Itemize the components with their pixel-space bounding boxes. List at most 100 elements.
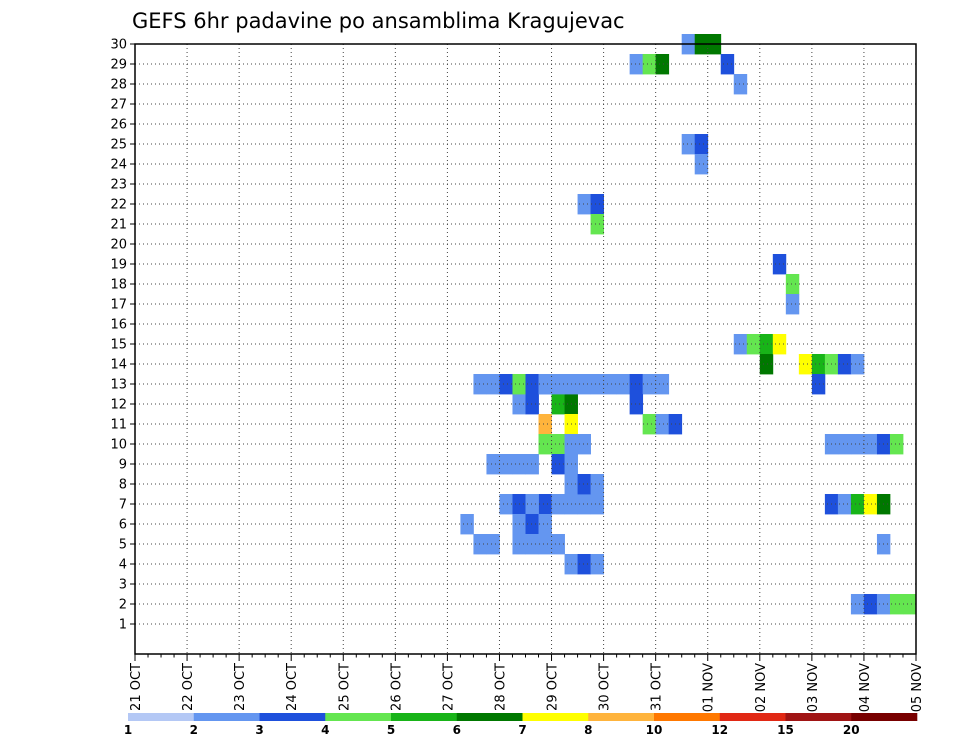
heatmap-cell — [694, 154, 709, 175]
legend-swatch — [391, 713, 458, 721]
y-tick-label: 6 — [119, 518, 127, 533]
chart-title: GEFS 6hr padavine po ansamblima Kragujev… — [132, 9, 625, 33]
heatmap-cell — [525, 494, 539, 515]
legend-label: 5 — [387, 723, 395, 737]
legend-label: 6 — [453, 723, 461, 737]
legend-swatch — [654, 713, 721, 721]
heatmap-cell — [551, 494, 565, 515]
heatmap-cell — [811, 354, 826, 375]
y-axis: 1234567891011121314151617181920212223242… — [110, 38, 135, 633]
heatmap-cell — [863, 434, 878, 455]
heatmap-cell — [577, 474, 591, 495]
heatmap-cell — [629, 374, 644, 395]
heatmap-cell — [850, 434, 865, 455]
heatmap-cell — [850, 494, 865, 515]
heatmap-cell — [642, 374, 657, 395]
heatmap-cell — [811, 374, 826, 395]
plot-frame — [134, 43, 917, 655]
heatmap-cell — [642, 54, 657, 75]
heatmap-cell — [551, 394, 565, 415]
heatmap-cell — [486, 454, 500, 475]
x-tick-label: 28 OCT — [493, 663, 508, 711]
legend-label: 10 — [646, 723, 663, 737]
heatmap-cell — [759, 334, 774, 355]
heatmap-cell — [681, 134, 696, 155]
legend-label: 20 — [843, 723, 860, 737]
x-tick-label: 03 NOV — [806, 663, 821, 712]
x-tick-label: 01 NOV — [702, 663, 717, 712]
heatmap-cell — [798, 354, 813, 375]
heatmap-cell — [499, 494, 513, 515]
heatmap-cell — [837, 354, 852, 375]
x-tick-label: 23 OCT — [233, 663, 248, 711]
heatmap-cell — [538, 494, 552, 515]
heatmap-cell — [655, 54, 670, 75]
heatmap-cell — [655, 374, 670, 395]
heatmap-cell — [473, 374, 487, 395]
legend-swatch — [193, 713, 260, 721]
heatmap-cell — [551, 534, 565, 555]
heatmap-cell — [577, 434, 591, 455]
heatmap-cell — [538, 414, 552, 435]
legend-label: 15 — [777, 723, 794, 737]
heatmap-cell — [889, 594, 904, 615]
x-tick-label: 24 OCT — [285, 663, 300, 711]
x-axis: 21 OCT 22 OCT 23 OCT 24 OCT 25 OCT 26 OCT 27 O… — [129, 654, 925, 712]
legend-swatch — [456, 713, 523, 721]
heatmap-cell — [850, 594, 865, 615]
y-tick-label: 15 — [110, 338, 127, 353]
y-tick-label: 27 — [110, 98, 127, 113]
heatmap-cell — [590, 194, 604, 215]
gridlines — [135, 43, 916, 654]
heatmap-cell — [590, 554, 604, 575]
heatmap-cell — [525, 374, 539, 395]
x-tick-label: 31 OCT — [650, 663, 665, 711]
heatmap-cell — [577, 374, 591, 395]
legend-swatch — [325, 713, 392, 721]
heatmap-cell — [837, 434, 852, 455]
heatmap-cell — [863, 494, 878, 515]
y-tick-label: 11 — [110, 418, 127, 433]
heatmap-cell — [577, 494, 591, 515]
heatmap-cell — [629, 54, 644, 75]
heatmap-cell — [525, 454, 539, 475]
legend-label: 1 — [124, 723, 132, 737]
heatmap-cell — [850, 354, 865, 375]
color-legend: 1 2 3 4 5 6 7 8 10 12 15 20 — [124, 713, 918, 737]
x-tick-label: 25 OCT — [337, 663, 352, 711]
heatmap-cell — [655, 414, 670, 435]
heatmap-cell — [603, 374, 618, 395]
heatmap-cell — [525, 394, 539, 415]
y-tick-label: 12 — [110, 398, 127, 413]
heatmap-cell — [538, 534, 552, 555]
heatmap-cell — [499, 374, 513, 395]
heatmap-cell — [551, 454, 565, 475]
heatmap-cell — [590, 214, 604, 235]
y-tick-label: 3 — [119, 578, 127, 593]
x-tick-label: 22 OCT — [181, 663, 196, 711]
y-tick-label: 19 — [110, 258, 127, 273]
heatmap-cell — [486, 374, 500, 395]
y-tick-label: 25 — [110, 138, 127, 153]
heatmap-cell — [889, 434, 904, 455]
y-tick-label: 17 — [110, 298, 127, 313]
heatmap-cell — [837, 494, 852, 515]
heatmap-cell — [590, 474, 604, 495]
y-tick-label: 18 — [110, 278, 127, 293]
y-tick-label: 26 — [110, 118, 127, 133]
legend-swatch — [851, 713, 918, 721]
heatmap-cell — [473, 534, 487, 555]
x-tick-label: 30 OCT — [598, 663, 613, 711]
heatmap-cell — [642, 414, 657, 435]
y-tick-label: 23 — [110, 178, 127, 193]
heatmap-cell — [759, 354, 774, 375]
legend-label: 8 — [584, 723, 592, 737]
heatmap-cells — [460, 34, 917, 615]
heatmap-cell — [538, 434, 552, 455]
y-tick-label: 8 — [119, 478, 127, 493]
y-tick-label: 22 — [110, 198, 127, 213]
heatmap-cell — [590, 494, 604, 515]
legend-swatch — [522, 713, 589, 721]
heatmap-cell — [551, 434, 565, 455]
